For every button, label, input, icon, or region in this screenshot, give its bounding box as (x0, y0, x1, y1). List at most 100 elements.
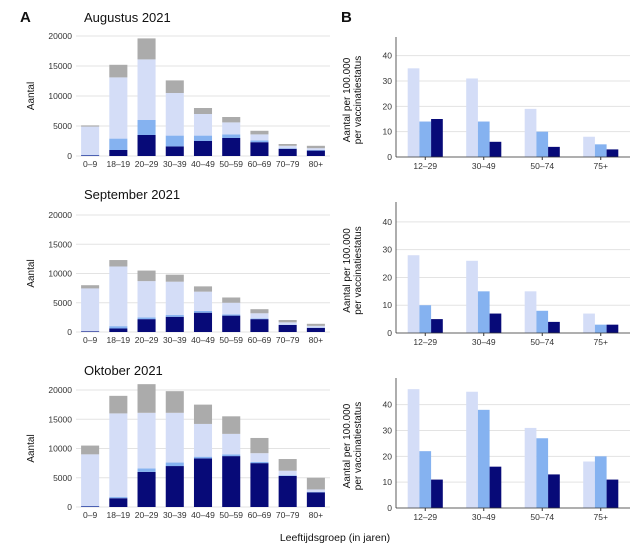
bar-segment (165, 135, 184, 147)
bar-segment (278, 148, 297, 149)
bar-segment (250, 463, 269, 507)
panel-1: 0 5000 10000 15000 20000 Augustus 2021 Aantal 0… (26, 10, 330, 169)
bar-segment (306, 492, 325, 507)
bar (489, 466, 502, 508)
bar-segment (306, 145, 325, 149)
bar-segment (222, 297, 241, 303)
bar-segment (193, 286, 213, 292)
bar (524, 108, 537, 157)
bar-segment (222, 122, 241, 135)
bar-segment (306, 148, 325, 150)
bar-segment (165, 391, 184, 413)
y-tick-label: 15000 (48, 414, 72, 424)
x-tick-label: 30–49 (472, 161, 496, 171)
bar-segment (137, 412, 156, 469)
bar-segment (109, 328, 128, 332)
bar-segment (165, 462, 184, 467)
bar (466, 78, 478, 157)
bar-segment (165, 274, 184, 282)
bar (583, 136, 595, 157)
bar-segment (81, 154, 100, 156)
chart-title: Oktober 2021 (84, 363, 163, 378)
x-tick-label: 50–59 (219, 159, 243, 169)
x-tick-label: 80+ (309, 335, 323, 345)
bar-segment (109, 138, 128, 150)
bar-segment (165, 412, 184, 463)
bar-segment (306, 323, 325, 326)
bar-segment (278, 475, 297, 476)
bar-segment (250, 130, 269, 135)
bar-segment (222, 138, 241, 156)
bar-segment (165, 80, 184, 93)
bar-segment (250, 453, 269, 462)
bar-segment (81, 331, 100, 332)
bar-segment (250, 318, 269, 320)
x-tick-label: 12–29 (413, 512, 437, 522)
y-tick-label: 0 (387, 152, 392, 162)
bar (536, 131, 549, 157)
x-tick-label: 60–69 (248, 335, 272, 345)
y-tick-label: 0 (67, 151, 72, 161)
bar-segment (250, 313, 269, 319)
bar (524, 291, 537, 333)
y-tick-label: 30 (383, 426, 393, 436)
bar-segment (306, 150, 325, 156)
bar-segment (222, 454, 241, 457)
y-axis-label-line: per vaccinatiestatus (353, 402, 364, 490)
y-tick-label: 20 (383, 272, 393, 282)
bar-segment (81, 506, 100, 507)
x-tick-label: 40–49 (191, 159, 215, 169)
bar-segment (165, 315, 184, 317)
bar (466, 260, 478, 333)
bar (548, 146, 560, 157)
y-axis-label-line: per vaccinatiestatus (353, 226, 364, 314)
bar-segment (165, 146, 184, 156)
y-tick-label: 15000 (48, 239, 72, 249)
bar (606, 149, 619, 157)
y-tick-label: 0 (387, 503, 392, 513)
x-tick-label: 12–29 (413, 337, 437, 347)
bar-segment (137, 270, 156, 282)
bar-segment (250, 309, 269, 314)
bar-segment (193, 114, 213, 136)
bar-segment (250, 134, 269, 141)
x-tick-label: 20–29 (135, 510, 159, 520)
y-axis-label-line: per vaccinatiestatus (353, 56, 364, 144)
y-tick-label: 5000 (53, 473, 72, 483)
panel-2: 0 10 20 30 40 Aantal per 100.000per vaccinati… (342, 37, 630, 171)
y-tick-label: 0 (67, 327, 72, 337)
bar-segment (137, 317, 156, 320)
x-tick-label: 70–79 (276, 510, 300, 520)
bar-segment (81, 155, 100, 156)
bar-segment (137, 471, 156, 507)
x-tick-label: 30–39 (163, 159, 187, 169)
bar-segment (165, 316, 184, 332)
bar-segment (165, 466, 184, 507)
bar-segment (278, 470, 297, 476)
bar (606, 324, 619, 333)
bar (536, 438, 549, 508)
bar-segment (222, 433, 241, 455)
x-tick-label: 18–19 (107, 159, 131, 169)
y-tick-label: 20000 (48, 385, 72, 395)
bar-segment (222, 134, 241, 138)
bar-segment (278, 144, 297, 146)
bar-segment (81, 125, 100, 127)
panel-3: 0 5000 10000 15000 20000 September 2021 Aantal… (26, 187, 330, 345)
y-axis-label: Aantal (26, 82, 37, 110)
y-tick-label: 5000 (53, 298, 72, 308)
y-tick-label: 40 (383, 51, 393, 61)
bar (431, 479, 443, 508)
bar-segment (193, 141, 213, 156)
bar-segment (109, 77, 128, 139)
x-tick-label: 40–49 (191, 335, 215, 345)
x-tick-label: 20–29 (135, 159, 159, 169)
y-axis-label: Aantal per 100.000per vaccinatiestatus (342, 226, 364, 314)
bar-segment (250, 142, 269, 156)
bar-segment (278, 324, 297, 332)
y-axis-label-line: Aantal per 100.000 (342, 57, 353, 142)
x-tick-label: 30–39 (163, 510, 187, 520)
chart-title: Augustus 2021 (84, 10, 171, 25)
bar-segment (137, 384, 156, 413)
x-tick-label: 30–49 (472, 337, 496, 347)
